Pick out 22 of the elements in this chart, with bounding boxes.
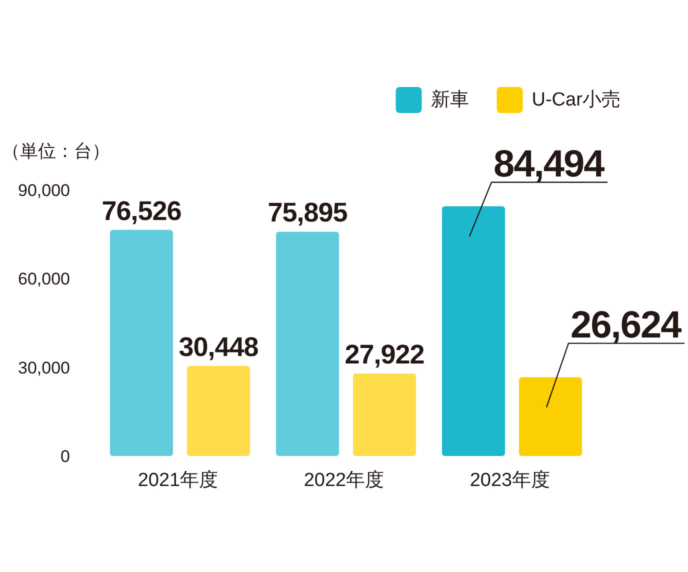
y-tick-label: 0 bbox=[60, 446, 70, 466]
y-tick-label: 60,000 bbox=[18, 270, 70, 289]
y-tick-label: 90,000 bbox=[18, 180, 70, 200]
bar bbox=[519, 377, 582, 456]
x-tick-label: 2022年度 bbox=[304, 469, 384, 491]
bar bbox=[187, 366, 250, 456]
y-axis-title: （単位：台） bbox=[2, 141, 110, 161]
data-label: 76,526 bbox=[102, 196, 182, 226]
x-tick-label: 2021年度 bbox=[138, 469, 218, 491]
x-tick-label: 2023年度 bbox=[470, 469, 550, 491]
data-label: 84,494 bbox=[494, 143, 605, 186]
bar bbox=[276, 232, 339, 456]
data-label: 30,448 bbox=[178, 332, 259, 362]
legend-label: 新車 bbox=[430, 88, 469, 110]
data-label: 26,624 bbox=[570, 304, 682, 346]
data-label: 27,922 bbox=[344, 339, 424, 370]
bar bbox=[353, 373, 416, 456]
y-tick-label: 30,000 bbox=[18, 358, 70, 378]
bar bbox=[110, 230, 173, 456]
bar bbox=[442, 206, 505, 456]
data-label: 75,895 bbox=[268, 198, 348, 228]
legend-label: U-Car小売 bbox=[532, 90, 620, 110]
